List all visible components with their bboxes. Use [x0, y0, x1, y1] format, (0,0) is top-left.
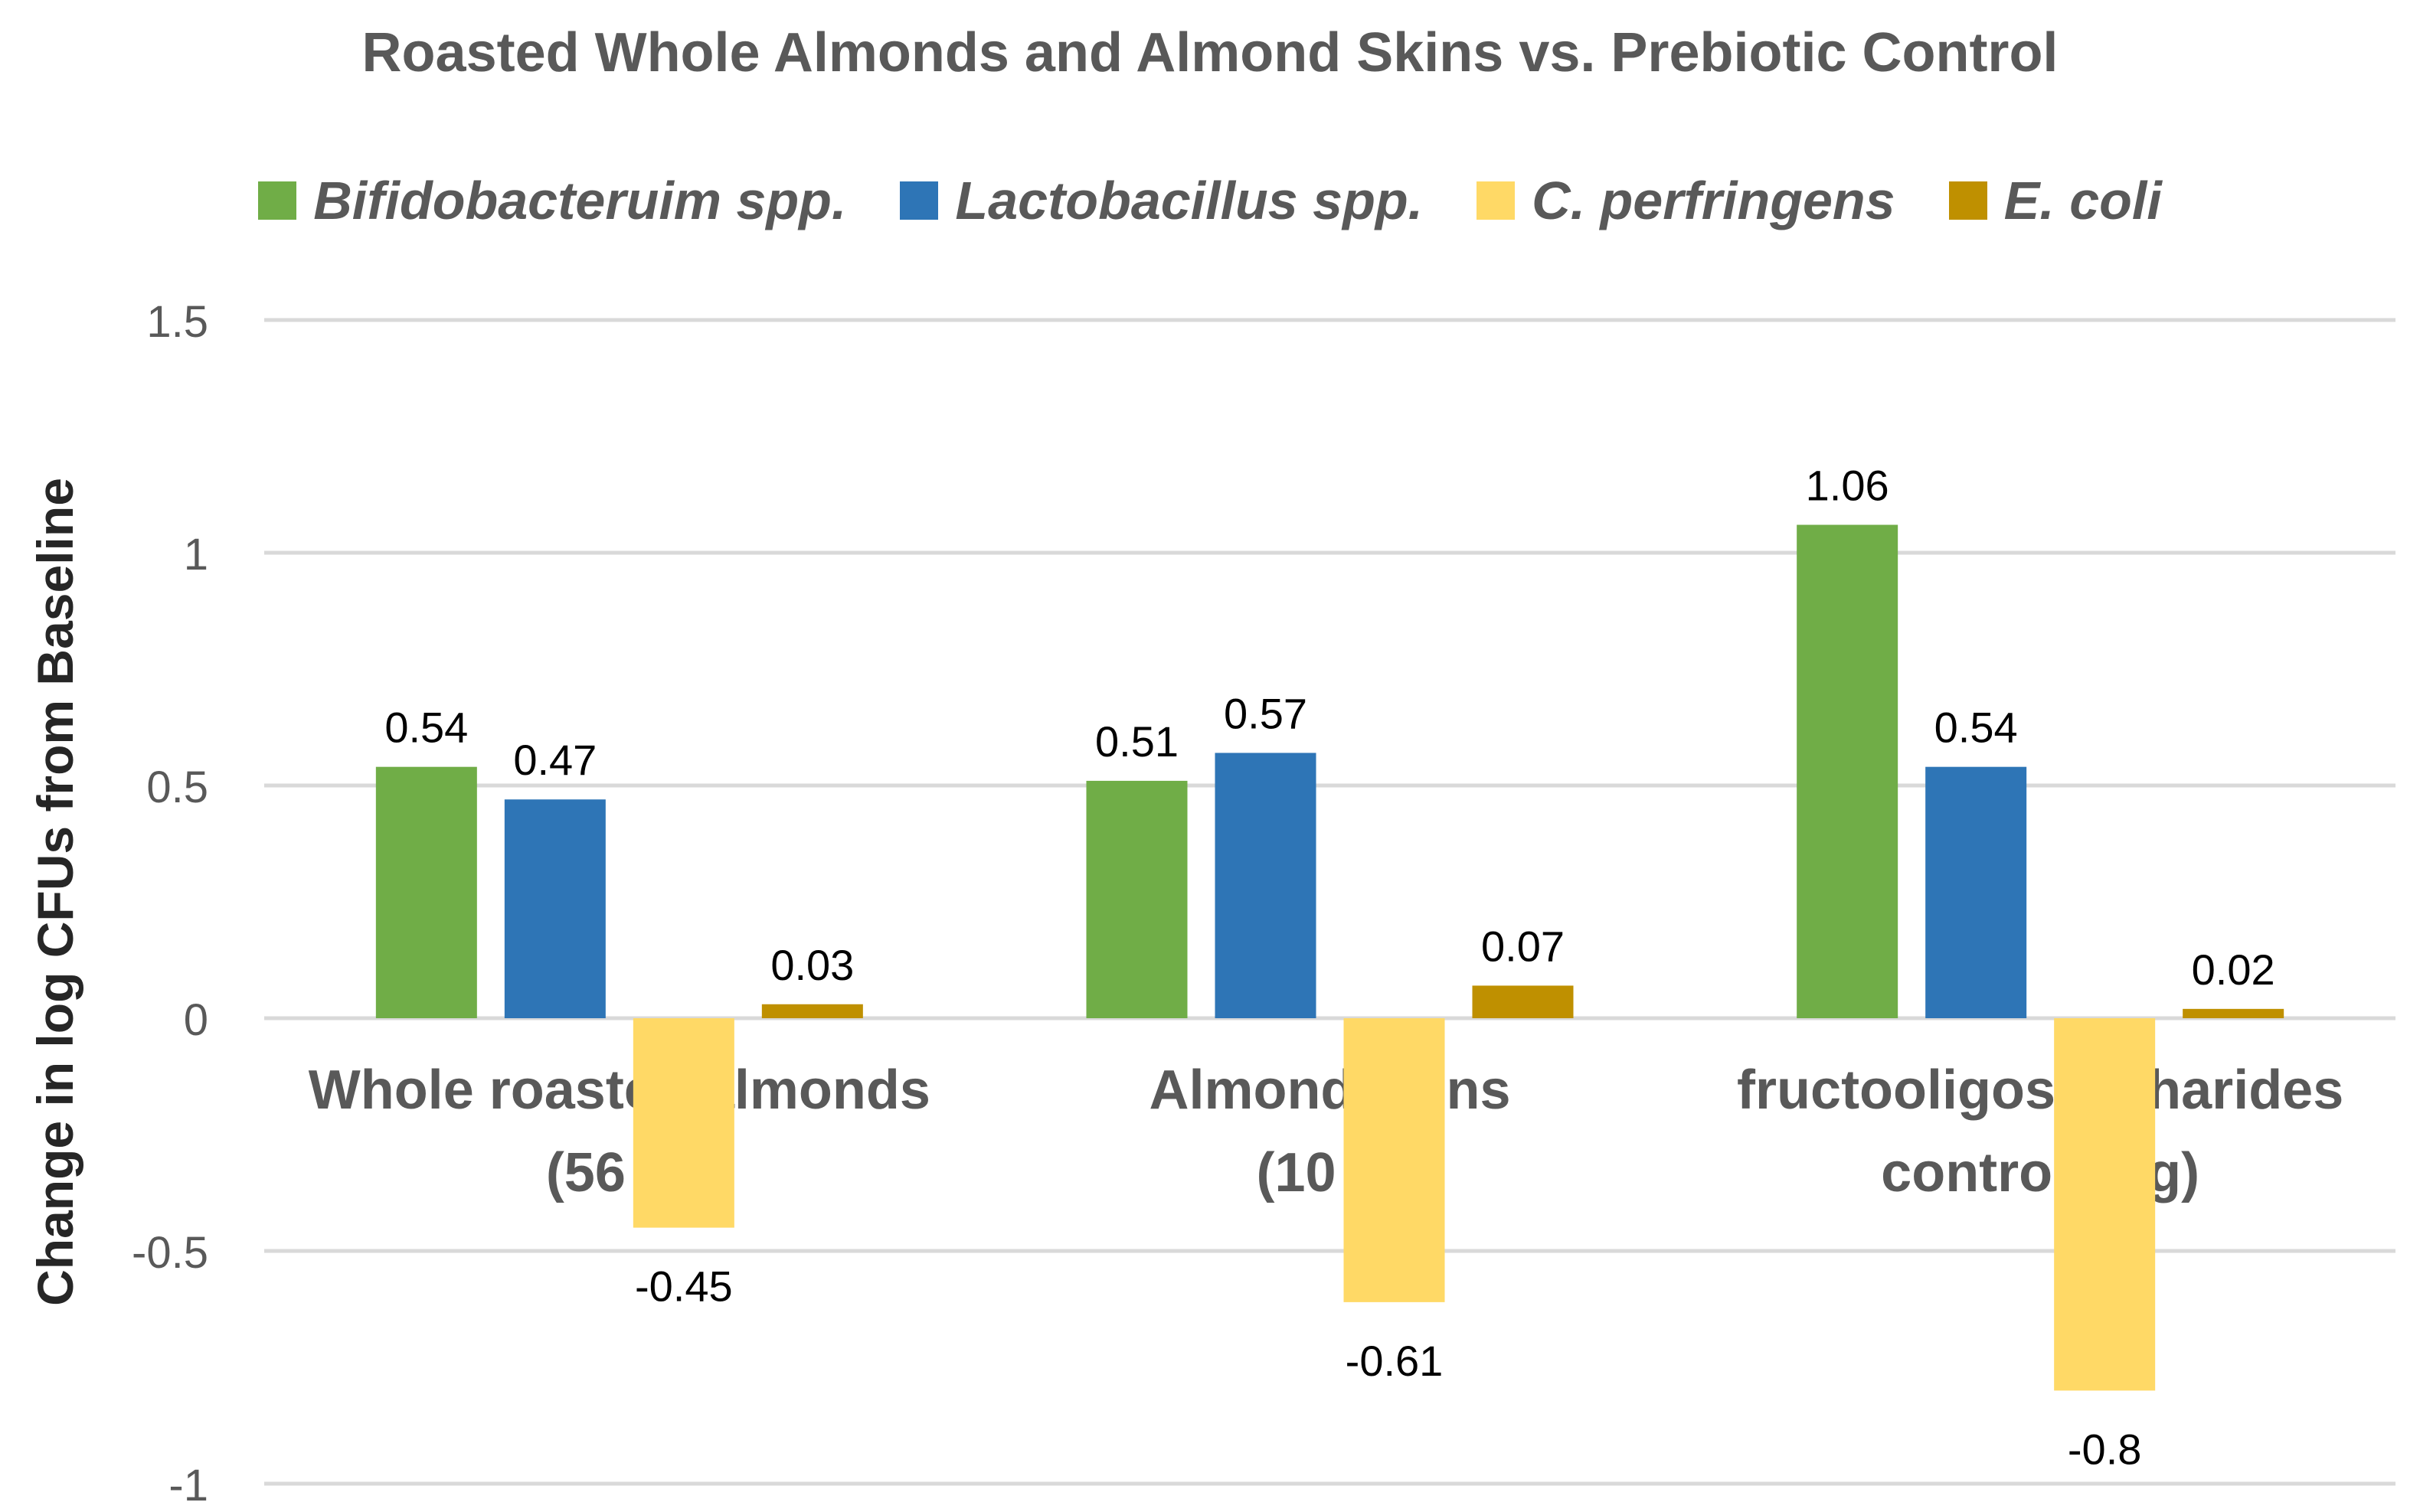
- bar: [2054, 1018, 2156, 1391]
- legend-label-c-perfringens: C. perfringens: [1532, 171, 1895, 230]
- legend-item-e-coli: E. coli: [1948, 170, 2162, 231]
- bar: [1215, 753, 1316, 1018]
- legend-label-lactobacillus: Lactobacillus spp.: [955, 171, 1424, 230]
- data-label: 0.51: [1095, 717, 1179, 766]
- bar: [1797, 524, 1898, 1018]
- bar: [1472, 985, 1574, 1018]
- bar: [1925, 766, 2027, 1018]
- data-label: 0.54: [1934, 704, 2018, 752]
- legend-swatch-lactobacillus: [900, 181, 939, 220]
- y-tick-label: -0.5: [132, 1228, 208, 1278]
- legend-swatch-c-perfringens: [1477, 181, 1516, 220]
- data-label: 0.47: [513, 736, 597, 784]
- legend: Bifidobacteruim spp. Lactobacillus spp. …: [0, 170, 2420, 231]
- data-label: -0.45: [635, 1262, 733, 1311]
- y-tick-label: -1: [168, 1461, 208, 1510]
- data-label: 0.57: [1224, 689, 1307, 737]
- data-label: -0.8: [2068, 1425, 2142, 1473]
- bar: [1343, 1018, 1445, 1302]
- chart-title: Roasted Whole Almonds and Almond Skins v…: [361, 22, 2059, 83]
- data-label: 0.03: [770, 941, 854, 989]
- bar: [2183, 1008, 2284, 1018]
- legend-swatch-bifidobacterium: [258, 181, 297, 220]
- data-label: 0.02: [2192, 945, 2275, 994]
- data-label: -0.61: [1346, 1337, 1444, 1385]
- legend-item-bifidobacterium: Bifidobacteruim spp.: [258, 170, 846, 231]
- legend-item-c-perfringens: C. perfringens: [1477, 170, 1895, 231]
- legend-label-e-coli: E. coli: [2003, 171, 2162, 230]
- data-label: 0.54: [384, 704, 468, 752]
- legend-swatch-e-coli: [1948, 181, 1987, 220]
- bar: [633, 1018, 734, 1228]
- y-tick-label: 0.5: [146, 763, 208, 812]
- x-category-label: fructooligosaccharides: [1737, 1060, 2343, 1121]
- y-tick-label: 1: [184, 530, 208, 580]
- x-category-label: Whole roasted almonds: [309, 1060, 930, 1121]
- data-label: 1.06: [1806, 462, 1889, 510]
- x-category-label: Almond skins: [1149, 1060, 1510, 1121]
- y-tick-label: 0: [184, 995, 208, 1045]
- bar: [504, 799, 606, 1018]
- bar: [1086, 780, 1188, 1018]
- bar: [761, 1004, 863, 1018]
- bar: [375, 766, 477, 1018]
- legend-label-bifidobacterium: Bifidobacteruim spp.: [313, 171, 847, 230]
- y-tick-label: 1.5: [146, 297, 208, 347]
- data-label: 0.07: [1481, 922, 1565, 970]
- legend-item-lactobacillus: Lactobacillus spp.: [900, 170, 1423, 231]
